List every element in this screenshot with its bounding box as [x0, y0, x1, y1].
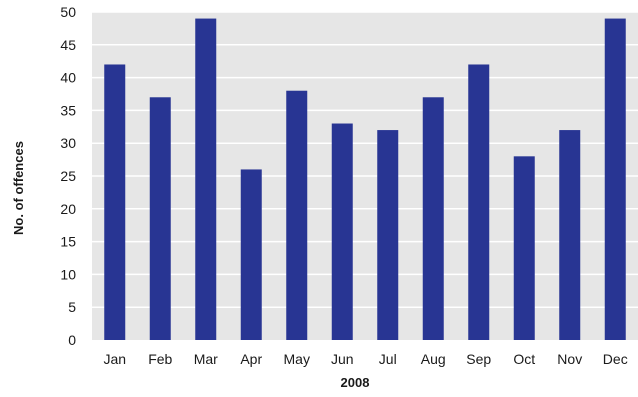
bar-aug — [422, 97, 444, 340]
bar-jul — [377, 130, 399, 340]
y-axis-ticks: 0 5 10 15 20 25 30 35 40 45 50 — [60, 4, 76, 348]
x-tick-label-may: May — [284, 351, 310, 367]
x-tick-label-jul: Jul — [379, 351, 397, 367]
bars — [104, 18, 626, 341]
gridlines — [92, 11, 638, 308]
bar-sep — [468, 64, 490, 340]
x-tick-label-mar: Mar — [194, 351, 218, 367]
bar-feb — [149, 97, 171, 340]
x-tick-label-apr: Apr — [240, 351, 262, 367]
y-tick-label: 20 — [60, 201, 76, 217]
x-tick-label-oct: Oct — [513, 351, 535, 367]
x-tick-label-feb: Feb — [148, 351, 172, 367]
y-tick-label: 10 — [60, 266, 76, 282]
x-tick-label-dec: Dec — [603, 351, 628, 367]
bar-mar — [195, 18, 217, 341]
x-tick-label-nov: Nov — [557, 351, 582, 367]
x-axis-title: 2008 — [341, 375, 370, 390]
y-tick-label: 40 — [60, 70, 76, 86]
x-tick-label-sep: Sep — [466, 351, 491, 367]
bar-nov — [559, 130, 581, 340]
y-tick-label: 0 — [68, 332, 76, 348]
y-axis-title: No. of offences — [11, 141, 26, 235]
y-tick-label: 30 — [60, 135, 76, 151]
x-tick-label-jun: Jun — [331, 351, 354, 367]
bar-jun — [331, 123, 353, 341]
y-tick-label: 25 — [60, 168, 76, 184]
bar-jan — [104, 64, 126, 340]
bar-oct — [513, 156, 535, 340]
x-axis-ticks: Jan Feb Mar Apr May Jun Jul Aug Sep Oct Nov Dec — [103, 351, 627, 367]
y-tick-label: 50 — [60, 4, 76, 20]
bar-apr — [240, 169, 262, 340]
y-tick-label: 15 — [60, 234, 76, 250]
y-tick-label: 35 — [60, 102, 76, 118]
bar-dec — [604, 18, 626, 341]
y-tick-label: 45 — [60, 37, 76, 53]
y-tick-label: 5 — [68, 299, 76, 315]
bar-may — [286, 90, 308, 340]
x-tick-label-jan: Jan — [103, 351, 126, 367]
x-tick-label-aug: Aug — [421, 351, 446, 367]
